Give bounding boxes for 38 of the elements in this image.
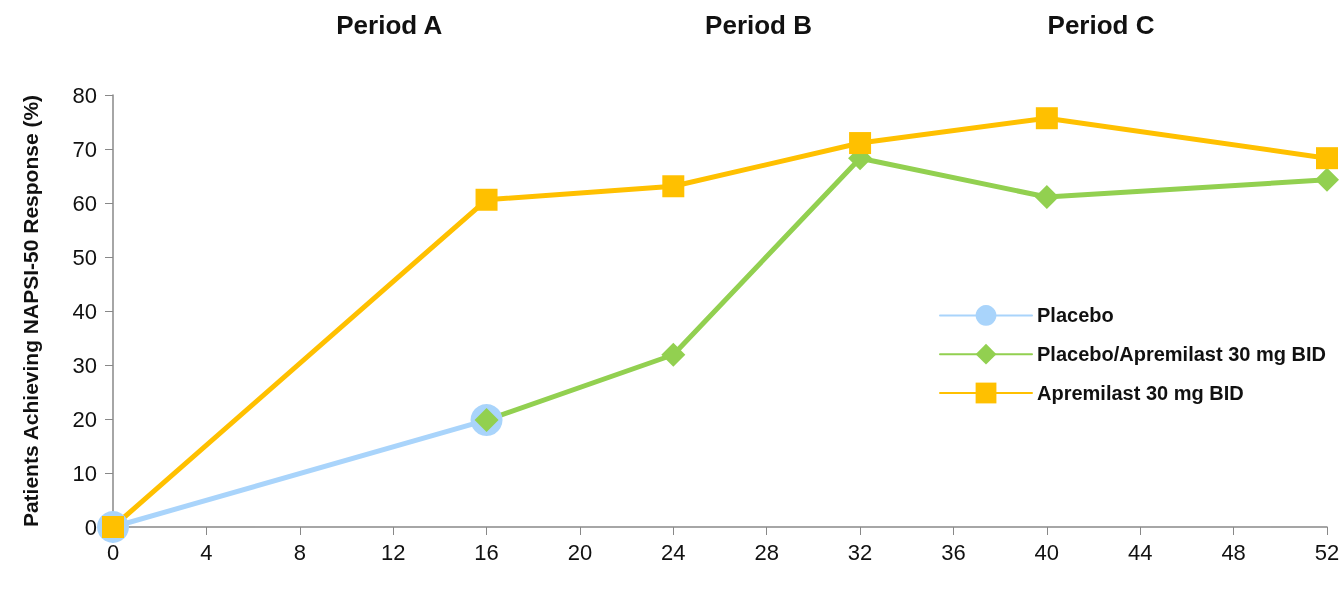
point [1035, 107, 1058, 130]
text: Period C [1047, 10, 1155, 40]
y-tick-label: 20 [72, 406, 97, 432]
y-axis-title: Patients Achieving NAPSI-50 Response (%) [18, 94, 42, 528]
legend-label: Apremilast 30 mg BID [1037, 382, 1244, 404]
x-tick-label: 4 [200, 539, 213, 565]
x-tick-label: 28 [754, 539, 779, 565]
point [1315, 167, 1339, 192]
x-tick-label: 44 [1127, 539, 1153, 565]
x-tick-label: 32 [847, 539, 873, 565]
y-tick-label: 50 [72, 244, 97, 270]
y-tick-label: 80 [72, 82, 97, 108]
x-tick-label: 0 [106, 539, 120, 565]
y-tick-label: 0 [84, 514, 97, 540]
y-tick-label: 70 [72, 136, 97, 162]
y-tick-label: 30 [72, 352, 97, 378]
y-tick-label: 10 [72, 460, 97, 486]
x-tick-label: 16 [474, 539, 499, 565]
x-tick-label: 24 [661, 539, 686, 565]
point [475, 188, 498, 211]
x-tick-label: 36 [941, 539, 966, 565]
x-tick-label: 12 [380, 539, 406, 565]
x-tick-label: 20 [567, 539, 593, 565]
point [1034, 185, 1059, 210]
x-tick-label: 40 [1034, 539, 1060, 565]
y-tick-label: 60 [72, 190, 97, 216]
x-tick-label: 8 [293, 539, 306, 565]
legend-label: Placebo [1037, 304, 1114, 327]
point [661, 342, 686, 367]
text: Period A [336, 10, 443, 40]
point [849, 132, 872, 155]
x-tick-label: 48 [1221, 539, 1246, 565]
text: Period B [705, 10, 812, 40]
x-tick-label: 52 [1314, 539, 1340, 565]
point [662, 175, 685, 198]
legend-label: Placebo/Apremilast 30 mg BID [1037, 343, 1326, 366]
y-tick-label: 40 [72, 298, 97, 324]
point [1316, 147, 1338, 170]
